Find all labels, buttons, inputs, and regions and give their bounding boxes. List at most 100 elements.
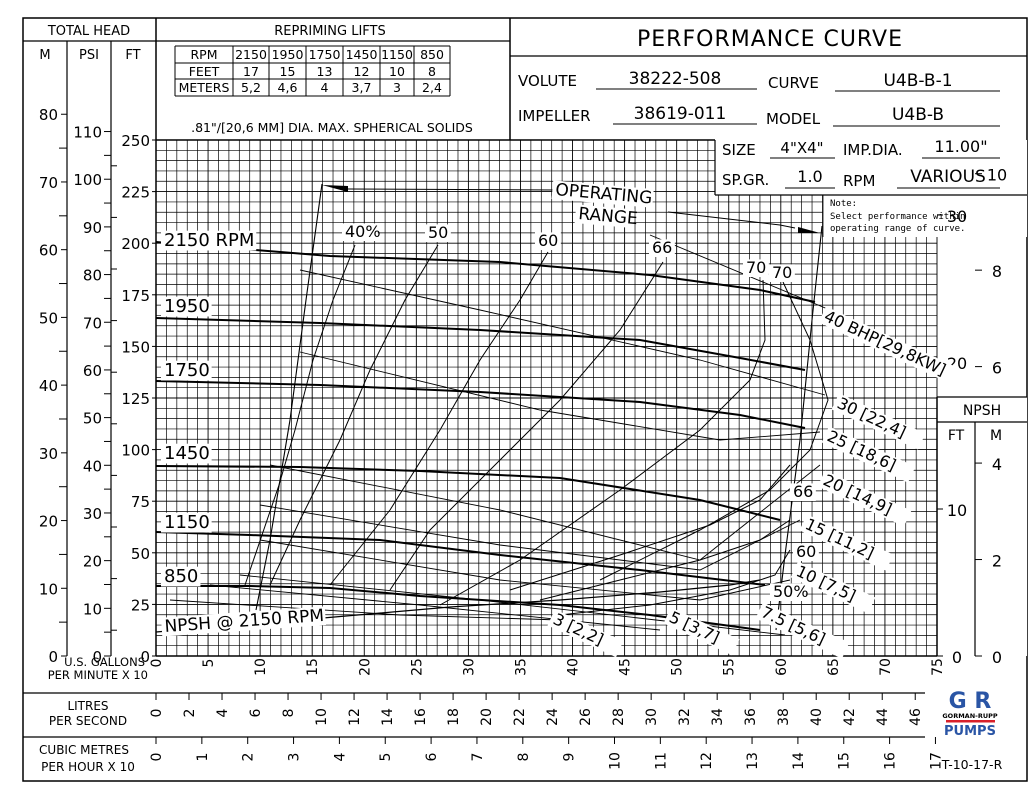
col-psi: PSI	[79, 48, 99, 63]
repriming-cell: 5,2	[241, 80, 261, 95]
label-rpm-1450: 1450	[161, 443, 212, 464]
repriming-cell: 13	[317, 64, 333, 79]
label-operating-range-1: OPERATING	[551, 180, 654, 208]
lps-tick: 4	[215, 708, 231, 717]
psi-tick: 10	[83, 600, 102, 618]
psi-tick: 20	[83, 553, 102, 571]
lps-tick: 28	[611, 708, 627, 726]
gpm-tick: 55	[722, 658, 738, 676]
impdia-value: 11.00"	[934, 137, 987, 156]
ft-tick: 0	[140, 648, 150, 666]
lps-label-2: PER SECOND	[49, 714, 127, 728]
repriming-cell: 15	[280, 64, 296, 79]
total-head-panel: TOTAL HEAD M PSI FT 02550751001251501752…	[23, 18, 157, 666]
m3h-tick: 9	[562, 753, 578, 762]
psi-tick: 50	[83, 410, 102, 428]
svg-text:1750: 1750	[164, 360, 210, 381]
gpm-tick: 65	[826, 658, 842, 676]
size-value: 4"X4"	[780, 139, 823, 157]
m3h-tick: 13	[745, 752, 761, 770]
m3h-tick: 7	[470, 753, 486, 762]
lps-tick: 16	[413, 708, 429, 726]
lps-tick: 46	[908, 708, 924, 726]
model-value: U4B-B	[892, 105, 944, 125]
m-tick: 10	[39, 580, 58, 598]
lps-tick: 14	[380, 708, 396, 726]
gpm-tick: 10	[253, 658, 269, 676]
svg-text:5 [3,7]: 5 [3,7]	[666, 607, 722, 647]
repriming-cell: 17	[243, 64, 259, 79]
svg-text:1950: 1950	[164, 296, 210, 317]
svg-text:60: 60	[538, 231, 558, 250]
npsh-col-m: M	[990, 428, 1002, 444]
impeller-value: 38619-011	[634, 104, 727, 124]
label-eff-60b: 60	[793, 542, 819, 561]
m3h-label-2: PER HOUR X 10	[41, 760, 135, 774]
lps-tick: 30	[644, 708, 660, 726]
lps-tick: 42	[842, 708, 858, 726]
psi-tick: 100	[73, 171, 102, 189]
repriming-cell: 3	[393, 80, 401, 95]
gpm-tick: 30	[461, 658, 477, 676]
repriming-row-label: RPM	[190, 47, 217, 62]
svg-text:NPSH @ 2150 RPM: NPSH @ 2150 RPM	[164, 606, 325, 637]
npsh-m-tick: 4	[992, 455, 1002, 474]
svg-text:60: 60	[796, 542, 816, 561]
repriming-cell: 10	[389, 64, 405, 79]
label-eff-66b: 66	[790, 482, 816, 501]
npsh-ft-tick: 0	[952, 648, 962, 667]
ft-tick: 100	[121, 442, 150, 460]
repriming-cell: 1750	[309, 47, 341, 62]
psi-tick: 90	[83, 219, 102, 237]
svg-text:70: 70	[746, 258, 766, 277]
npsh-m-tick: 8	[992, 262, 1002, 281]
total-head-header: TOTAL HEAD	[47, 24, 130, 39]
m3h-tick: 4	[332, 752, 348, 761]
note-line1: Select performance within	[830, 212, 965, 222]
volute-value: 38222-508	[629, 69, 722, 89]
ft-tick: 125	[121, 390, 150, 408]
ft-tick: 225	[121, 184, 150, 202]
lps-tick: 0	[149, 709, 165, 718]
ft-tick: 50	[131, 545, 150, 563]
m-tick: 80	[39, 106, 58, 124]
lps-tick: 2	[182, 709, 198, 718]
npsh-header: NPSH	[963, 403, 1001, 419]
logo-mark: G R	[949, 689, 992, 714]
ft-tick: 150	[121, 338, 150, 356]
m3h-tick: 8	[516, 753, 532, 762]
npsh-col-ft: FT	[948, 428, 965, 444]
impeller-label: IMPELLER	[518, 107, 591, 125]
m3h-tick: 2	[241, 753, 257, 762]
label-npsh-curve: NPSH @ 2150 RPM	[160, 606, 327, 637]
svg-text:1150: 1150	[164, 512, 210, 533]
size-label: SIZE	[722, 141, 756, 159]
title-block: PERFORMANCE CURVE VOLUTE 38222-508 CURVE…	[510, 27, 1027, 237]
npsh-m-tick: 2	[992, 552, 1002, 571]
svg-text:70: 70	[772, 263, 792, 282]
gpm-tick: 5	[201, 659, 217, 668]
gpm-tick: 20	[357, 658, 373, 676]
repriming-cell: 4	[321, 80, 329, 95]
col-m: M	[39, 48, 50, 63]
repriming-cell: 1150	[381, 47, 413, 62]
m3h-label-1: CUBIC METRES	[39, 743, 129, 757]
repriming-cell: 12	[354, 64, 370, 79]
svg-text:850: 850	[164, 566, 198, 587]
m3h-tick: 6	[424, 752, 440, 761]
x-axes: U.S. GALLONS PER MINUTE X 10 LITRES PER …	[23, 655, 946, 774]
page-title: PERFORMANCE CURVE	[637, 27, 903, 52]
ft-tick: 75	[131, 493, 150, 511]
lps-tick: 24	[545, 708, 561, 726]
repriming-cell: 3,7	[352, 80, 372, 95]
label-rpm-1950: 1950	[161, 296, 212, 317]
volute-label: VOLUTE	[518, 72, 577, 90]
lps-tick: 26	[578, 708, 594, 726]
gpm-tick: 15	[305, 658, 321, 676]
gpm-tick: 50	[670, 658, 686, 676]
impdia-label: IMP.DIA.	[843, 141, 903, 159]
curve-label: CURVE	[768, 74, 819, 92]
gpm-label-1: U.S. GALLONS	[64, 655, 145, 669]
spgr-label: SP.GR.	[722, 171, 769, 189]
